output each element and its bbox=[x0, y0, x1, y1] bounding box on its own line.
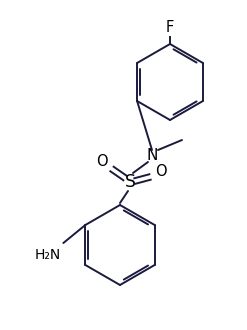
Text: O: O bbox=[96, 153, 108, 169]
Text: F: F bbox=[166, 20, 174, 35]
Text: S: S bbox=[124, 173, 136, 191]
Text: H₂N: H₂N bbox=[34, 248, 61, 262]
Text: O: O bbox=[155, 164, 167, 180]
Text: N: N bbox=[146, 148, 158, 162]
